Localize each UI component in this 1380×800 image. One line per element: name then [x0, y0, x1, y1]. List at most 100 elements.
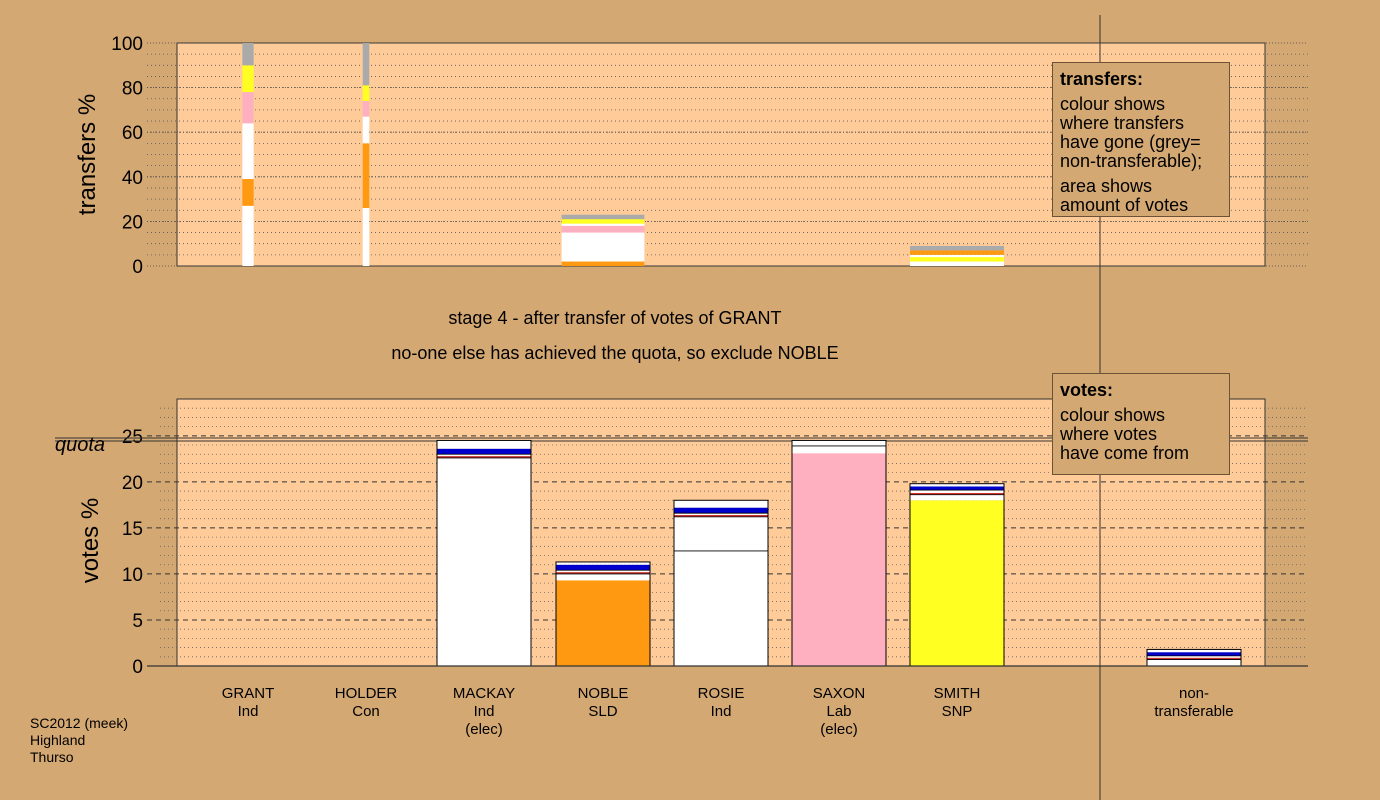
vote-segment — [437, 448, 531, 455]
source-line: SC2012 (meek) — [30, 715, 129, 731]
legend-votes: votes: colour shows where votes have com… — [1052, 373, 1230, 475]
transfer-segment — [242, 205, 254, 266]
legend-transfers-line: area shows — [1060, 176, 1153, 196]
votes-axis-title: votes % — [77, 498, 104, 583]
quota-label: quota — [55, 434, 106, 456]
vote-segment — [674, 516, 768, 551]
vote-segment — [910, 500, 1004, 666]
vote-segment — [556, 572, 650, 574]
candidate-name: ROSIE — [697, 685, 745, 702]
votes-tick-label: 15 — [122, 519, 143, 540]
vote-segment — [792, 440, 886, 446]
source-line: Thurso — [30, 749, 74, 765]
legend-transfers-line: non-transferable); — [1060, 151, 1203, 171]
candidate-party: Ind — [237, 703, 259, 720]
candidate-label-noble: NOBLE SLD — [543, 685, 663, 721]
transfer-segment — [910, 245, 1004, 251]
candidate-party: SLD — [588, 703, 618, 720]
transfer-segment — [362, 85, 370, 101]
vote-segment — [1147, 655, 1241, 658]
source-note: SC2012 (meek) Highland Thurso — [30, 715, 128, 766]
vote-segment — [1147, 657, 1241, 660]
candidate-label-mackay: MACKAY Ind (elec) — [424, 685, 544, 739]
transfer-segment — [561, 214, 645, 220]
vote-segment — [674, 515, 768, 517]
transfer-segment — [561, 223, 645, 226]
transfer-segment — [242, 123, 254, 180]
transfer-segment — [561, 232, 645, 262]
vote-segment — [556, 570, 650, 573]
candidate-name: SAXON — [812, 685, 866, 702]
transfer-segment — [910, 254, 1004, 258]
transfer-segment — [362, 143, 370, 209]
vote-segment — [1147, 652, 1241, 656]
legend-transfers-title: transfers: — [1060, 69, 1144, 89]
transfer-segment — [362, 208, 370, 266]
candidate-name: SMITH — [933, 685, 981, 702]
vote-segment — [437, 456, 531, 458]
transfer-segment — [242, 179, 254, 206]
transfers-tick-label: 40 — [122, 168, 143, 189]
transfers-tick-label: 60 — [122, 123, 143, 144]
vote-segment — [556, 573, 650, 581]
transfer-segment — [242, 92, 254, 124]
vote-segment — [674, 500, 768, 508]
candidate-party: Ind — [473, 703, 495, 720]
source-line: Highland — [30, 732, 86, 748]
candidate-party: transferable — [1154, 703, 1234, 720]
legend-transfers-line: have gone (grey= — [1060, 132, 1201, 152]
transfer-segment — [561, 219, 645, 224]
transfer-segment — [910, 250, 1004, 255]
transfer-segment — [362, 116, 370, 144]
transfer-segment — [242, 65, 254, 93]
candidate-label-nontransferable: non- transferable — [1134, 685, 1254, 721]
vote-segment — [674, 513, 768, 516]
candidate-name: non- — [1178, 685, 1210, 702]
candidate-party: SNP — [941, 703, 973, 720]
candidate-name: GRANT — [221, 685, 275, 702]
transfers-tick-label: 0 — [132, 257, 143, 278]
transfers-tick-label: 20 — [122, 212, 143, 233]
vote-segment — [556, 561, 650, 565]
vote-segment — [910, 483, 1004, 487]
legend-transfers: transfers: colour shows where transfers … — [1052, 62, 1230, 217]
votes-tick-label: 25 — [122, 427, 143, 448]
votes-tick-label: 10 — [122, 565, 143, 586]
transfer-segment — [362, 43, 370, 86]
candidate-label-grant: GRANT Ind — [188, 685, 308, 721]
transfer-segment — [561, 225, 645, 233]
vote-segment — [792, 453, 886, 666]
transfers-tick-label: 80 — [122, 79, 143, 100]
transfer-segment — [910, 261, 1004, 266]
stage-caption: stage 4 - after transfer of votes of GRA… — [448, 308, 782, 328]
vote-segment — [1147, 659, 1241, 666]
vote-segment — [556, 580, 650, 666]
legend-votes-title: votes: — [1060, 380, 1114, 400]
vote-segment — [1147, 649, 1241, 653]
legend-votes-line: have come from — [1060, 443, 1190, 463]
transfer-segment — [910, 257, 1004, 262]
votes-tick-label: 5 — [132, 611, 143, 632]
candidate-name: MACKAY — [452, 685, 516, 702]
legend-transfers-line: amount of votes — [1060, 195, 1189, 215]
candidate-name: NOBLE — [577, 685, 629, 702]
candidate-label-rosie: ROSIE Ind — [661, 685, 781, 721]
vote-segment — [437, 457, 531, 666]
vote-segment — [674, 507, 768, 514]
vote-segment — [910, 494, 1004, 501]
legend-votes-line: colour shows — [1060, 405, 1166, 425]
candidate-label-smith: SMITH SNP — [897, 685, 1017, 721]
vote-segment — [910, 492, 1004, 495]
candidate-name: HOLDER — [334, 685, 398, 702]
transfer-segment — [561, 261, 645, 266]
legend-votes-line: where votes — [1060, 424, 1158, 444]
vote-segment — [792, 445, 886, 454]
candidate-party: Ind — [710, 703, 732, 720]
vote-segment — [910, 490, 1004, 493]
transfers-axis-title: transfers % — [74, 94, 101, 215]
transfers-tick-label: 100 — [111, 34, 143, 55]
votes-tick-label: 0 — [132, 657, 143, 678]
candidate-note: (elec) — [465, 721, 503, 738]
votes-tick-label: 20 — [122, 473, 143, 494]
